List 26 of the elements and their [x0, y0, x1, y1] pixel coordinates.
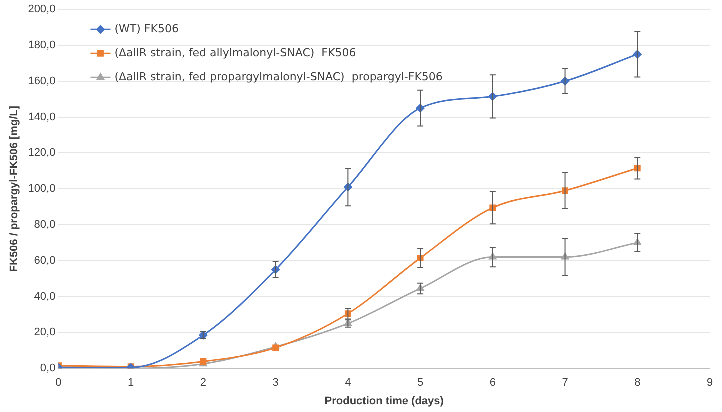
x-tick-label: 7	[562, 377, 568, 390]
x-tick-label: 1	[128, 377, 134, 390]
x-tick-label: 5	[417, 377, 424, 390]
x-tick-label: 4	[345, 377, 352, 390]
y-tick-label: 40,0	[34, 290, 56, 303]
legend-label: (ΔallR strain, fed propargylmalonyl-SNAC) propargyl-FK506	[114, 70, 443, 84]
legend-label: (ΔallR strain, fed allylmalonyl-SNAC) FK506	[114, 46, 356, 60]
y-axis-title: FK506 / propargyl-FK506 [mg/L]	[8, 106, 21, 272]
y-tick-label: 140,0	[28, 111, 56, 124]
x-tick-label: 8	[634, 377, 641, 390]
legend-label: (WT) FK506	[114, 22, 179, 36]
y-tick-label: 60,0	[34, 254, 56, 267]
y-tick-label: 0,0	[40, 362, 56, 375]
y-tick-label: 160,0	[28, 75, 56, 88]
y-tick-label: 80,0	[34, 219, 56, 232]
y-tick-label: 100,0	[28, 183, 56, 196]
x-tick-label: 6	[490, 377, 496, 390]
y-tick-label: 180,0	[28, 40, 56, 52]
y-tick-label: 200,0	[28, 4, 56, 16]
x-tick-label: 0	[56, 377, 62, 390]
x-tick-label: 2	[200, 377, 207, 390]
x-tick-label: 3	[272, 377, 279, 390]
y-tick-label: 20,0	[34, 326, 56, 339]
x-axis-title: Production time (days)	[324, 395, 444, 408]
y-tick-label: 120,0	[28, 147, 56, 160]
x-tick-label: 9	[706, 377, 714, 390]
